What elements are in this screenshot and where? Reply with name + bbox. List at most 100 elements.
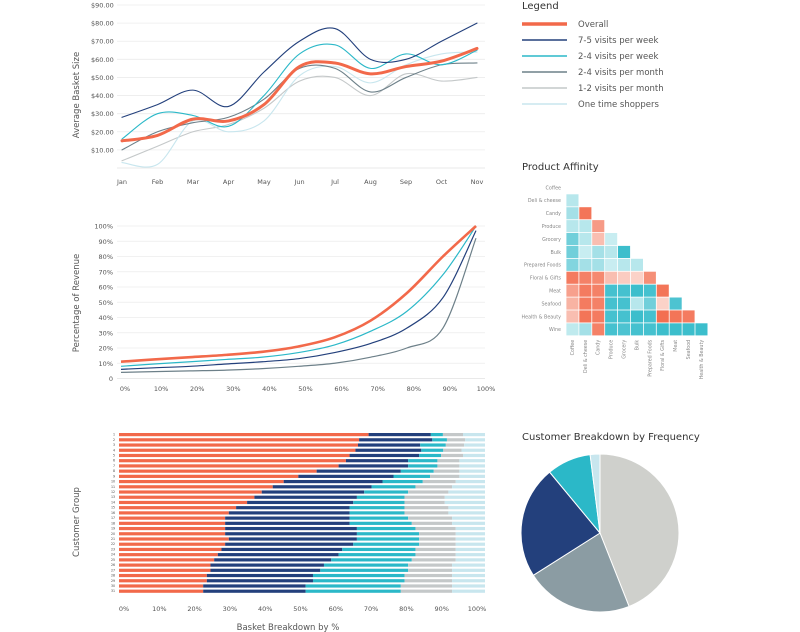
heatmap-col-label: Coffee [570,340,576,356]
heatmap-col-label: Floral & Gifts [660,339,666,371]
x-tick-label: 80% [407,385,421,393]
heatmap-col-label: Seafood [686,340,692,360]
x-tick-label: Jul [330,178,339,186]
heatmap-cell [682,323,695,336]
y-tick-label: 60% [99,284,113,292]
x-tick-label: Feb [152,178,164,186]
x-tick-label: 100% [477,385,496,393]
bar-segment [349,511,405,515]
bar-segment [393,474,431,478]
bar-segment [441,453,464,458]
series-line [120,225,477,364]
bar-segment [432,438,447,442]
heatmap-cell [618,297,631,310]
x-tick-label: Nov [471,178,484,186]
x-tick-label: 70% [370,385,384,393]
bar-segment [225,542,354,546]
bar-segment [371,485,416,489]
heatmap-cell [643,271,656,284]
heatmap-row-label: Grocery [542,237,561,243]
series-line [121,62,478,151]
bar-segment [415,547,456,552]
y-axis-label: Average Basket Size [72,52,82,138]
x-tick-label: 60% [334,385,348,393]
x-tick-label: 40% [262,385,276,393]
heatmap-cell [579,310,592,323]
pie-slice [589,453,601,534]
heatmap-cell [630,323,643,336]
heatmap-row-label: Candy [546,211,561,217]
bar-segment [455,479,485,484]
group-label: 2 [113,438,115,442]
bar-segment [236,506,350,510]
heatmap-cell [656,284,669,297]
series-line [121,22,478,118]
bar-segment [119,453,350,458]
heatmap-col-label: Grocery [622,340,628,359]
heatmap-cell [656,323,669,336]
bar-segment [210,563,324,567]
heatmap-cell [669,323,682,336]
heatmap-cell [618,271,631,284]
bar-segment [408,459,438,463]
bar-segment [221,547,343,552]
heatmap-cell [643,284,656,297]
bar-segment [261,490,365,494]
x-tick-label: May [257,178,271,186]
heatmap-cell [618,323,631,336]
heatmap-cell [579,245,592,258]
group-label: 21 [111,537,115,541]
series-line [121,51,478,168]
bar-segment [353,542,420,546]
heatmap-col-label: Health & Beauty [699,340,705,380]
group-label: 10 [111,480,115,484]
bar-segment [206,579,313,583]
bar-segment [452,579,485,583]
group-label: 18 [111,521,115,525]
bar-segment [368,433,431,437]
heatmap-cell [592,284,605,297]
bar-segment [119,506,237,510]
bar-segment [119,448,356,452]
x-tick-label: 30% [223,605,237,613]
bar-segment [433,469,460,473]
heatmap-cell [605,323,618,336]
heatmap-row-label: Floral & Gifts [530,276,562,282]
bar-segment [411,521,453,525]
pie-title: Customer Breakdown by Frequency [522,432,700,443]
bar-segment [415,553,456,557]
heatmap-cell [592,323,605,336]
heatmap-row-label: Bulk [551,250,562,256]
bar-segment [119,542,226,546]
heatmap-cell [669,297,682,310]
bar-segment [444,495,485,499]
heatmap-cell [630,297,643,310]
bar-segment [452,589,485,593]
bar-segment [400,584,453,588]
x-tick-label: 0% [119,605,129,613]
y-axis-label: Percentage of Revenue [72,254,82,352]
x-tick-label: 70% [364,605,378,613]
bar-segment [420,443,446,447]
bar-segment [408,516,453,520]
y-tick-label: $80.00 [91,20,114,28]
heatmap-cell [566,284,579,297]
group-label: 15 [111,506,115,510]
bar-segment [400,589,453,593]
heatmap-cell [605,245,618,258]
bar-segment [415,485,453,489]
heatmap-cell [618,258,631,271]
bar-segment [452,516,485,520]
x-tick-label: 60% [329,605,343,613]
bar-segment [119,584,204,588]
bar-segment [357,443,421,447]
heatmap-cell [579,258,592,271]
bar-segment [445,443,465,447]
x-tick-label: 50% [293,605,307,613]
heatmap-cell [630,310,643,323]
series-line [120,237,477,373]
group-label: 16 [111,511,115,515]
bar-segment [119,490,262,494]
y-tick-label: 40% [99,314,113,322]
bar-segment [452,584,485,588]
